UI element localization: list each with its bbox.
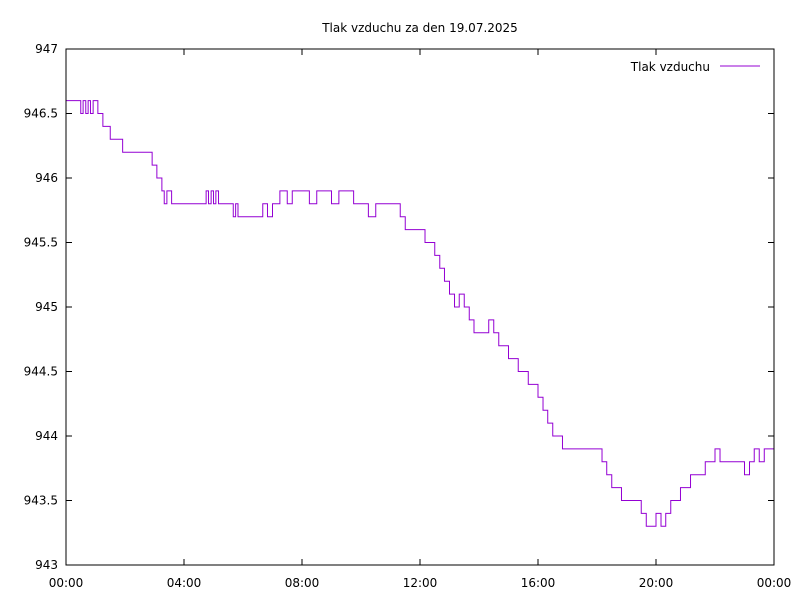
x-tick-label: 20:00 bbox=[639, 576, 674, 590]
x-tick-label: 00:00 bbox=[49, 576, 84, 590]
y-tick-label: 945.5 bbox=[24, 236, 58, 250]
legend-label: Tlak vzduchu bbox=[630, 60, 710, 74]
y-tick-label: 946 bbox=[35, 171, 58, 185]
y-axis-ticks: 943 943.5 944 944.5 945 945.5 946 946.5 947 bbox=[24, 42, 774, 572]
plot-frame bbox=[65, 48, 775, 566]
chart-title: Tlak vzduchu za den 19.07.2025 bbox=[321, 21, 518, 35]
y-tick-label: 943 bbox=[35, 558, 58, 572]
y-tick-label: 944 bbox=[35, 429, 58, 443]
x-tick-label: 00:00 bbox=[757, 576, 792, 590]
x-tick-label: 04:00 bbox=[167, 576, 202, 590]
y-tick-label: 944.5 bbox=[24, 365, 58, 379]
legend: Tlak vzduchu bbox=[630, 60, 760, 74]
y-tick-label: 945 bbox=[35, 300, 58, 314]
y-tick-label: 947 bbox=[35, 42, 58, 56]
x-tick-label: 08:00 bbox=[285, 576, 320, 590]
x-tick-label: 16:00 bbox=[521, 576, 556, 590]
series-layer bbox=[66, 100, 774, 527]
x-axis-ticks: 00:00 04:00 08:00 12:00 16:00 20:00 00:00 bbox=[49, 49, 792, 590]
y-tick-label: 946.5 bbox=[24, 107, 58, 121]
y-tick-label: 943.5 bbox=[24, 494, 58, 508]
x-tick-label: 12:00 bbox=[403, 576, 438, 590]
series-line bbox=[66, 100, 774, 527]
